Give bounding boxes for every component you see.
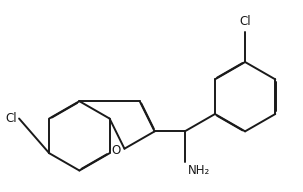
Text: O: O: [112, 144, 121, 157]
Text: Cl: Cl: [6, 112, 17, 125]
Text: NH₂: NH₂: [188, 164, 211, 177]
Text: Cl: Cl: [239, 15, 251, 28]
